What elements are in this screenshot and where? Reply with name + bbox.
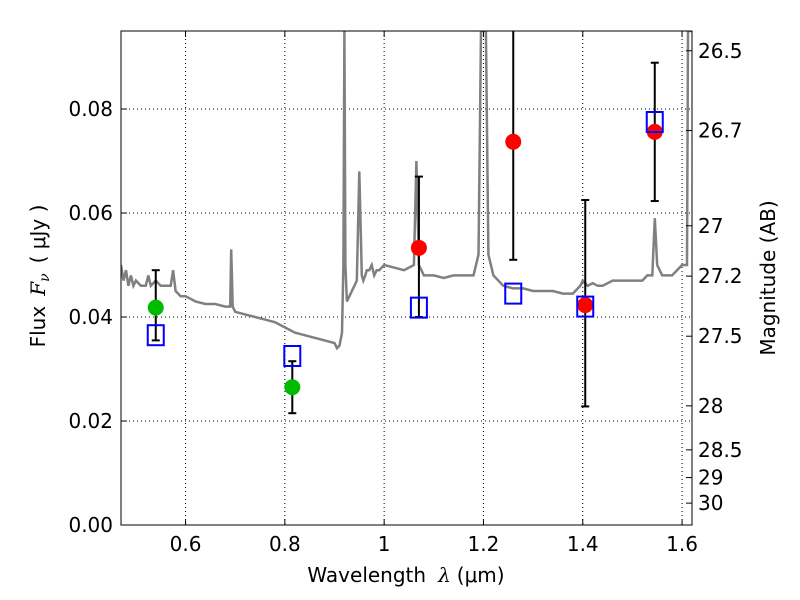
red-data-point <box>505 133 522 150</box>
model-square-point <box>283 345 302 367</box>
y-tick-label: 0.08 <box>68 97 113 121</box>
point-layer <box>147 123 663 396</box>
x-tick-label: 1.6 <box>666 532 698 556</box>
y-tick-label: 0.02 <box>68 409 113 433</box>
model-square-point <box>409 296 428 319</box>
x-tick-label: 1 <box>378 532 391 556</box>
y-axis-label-subscript: ν <box>37 273 53 282</box>
y-axis-label-units: ( μJy ) <box>26 205 50 264</box>
tick-layer: 0.6 0.8 1 1.2 1.4 1.6 0.00 0.02 0.04 0.06 0.08 26.5… <box>68 31 743 556</box>
y2-tick-label: 26.7 <box>698 119 743 143</box>
y2-tick-label: 28 <box>698 394 723 418</box>
model-square-point <box>146 324 165 347</box>
y2-tick-label: 26.5 <box>698 39 743 63</box>
x-axis-label-prefix: Wavelength <box>307 563 426 587</box>
y2-tick-label: 28.5 <box>698 438 743 462</box>
x-axis-label: Wavelength λ (μm) <box>307 563 504 587</box>
plot-frame <box>120 30 693 526</box>
y2-tick-label: 27.5 <box>698 324 743 348</box>
spectrum-layer <box>121 31 692 351</box>
y-axis-label-symbol: F <box>26 281 50 297</box>
red-data-point <box>410 239 427 256</box>
y2-axis-label: Magnitude (AB) <box>756 200 780 355</box>
model-square-point <box>504 282 523 305</box>
x-tick-label: 1.4 <box>567 532 599 556</box>
green-data-point <box>284 379 301 396</box>
y2-tick-label: 30 <box>698 491 723 515</box>
y-tick-label: 0.06 <box>68 201 113 225</box>
x-tick-label: 0.8 <box>269 532 301 556</box>
square-layer <box>146 111 664 367</box>
y-tick-label: 0.00 <box>68 513 113 537</box>
model-square-point <box>576 295 595 318</box>
y2-tick-label: 29 <box>698 466 723 490</box>
y2-tick-label: 27 <box>698 214 723 238</box>
x-axis-label-units: (μm) <box>457 563 505 587</box>
spectrum-line <box>121 31 692 351</box>
x-axis-label-symbol: λ <box>437 563 451 587</box>
errorbar-layer <box>151 31 659 415</box>
y-tick-label: 0.04 <box>68 305 113 329</box>
green-data-point <box>147 299 164 316</box>
y2-tick-label: 27.2 <box>698 264 743 288</box>
y-axis-label-prefix: Flux <box>26 306 50 348</box>
x-tick-label: 0.6 <box>170 532 202 556</box>
y-axis-label: Flux Fν ( μJy ) <box>26 205 53 348</box>
grid-layer <box>121 31 692 525</box>
x-tick-label: 1.2 <box>468 532 500 556</box>
red-data-point <box>577 297 594 314</box>
model-square-point <box>645 111 664 133</box>
